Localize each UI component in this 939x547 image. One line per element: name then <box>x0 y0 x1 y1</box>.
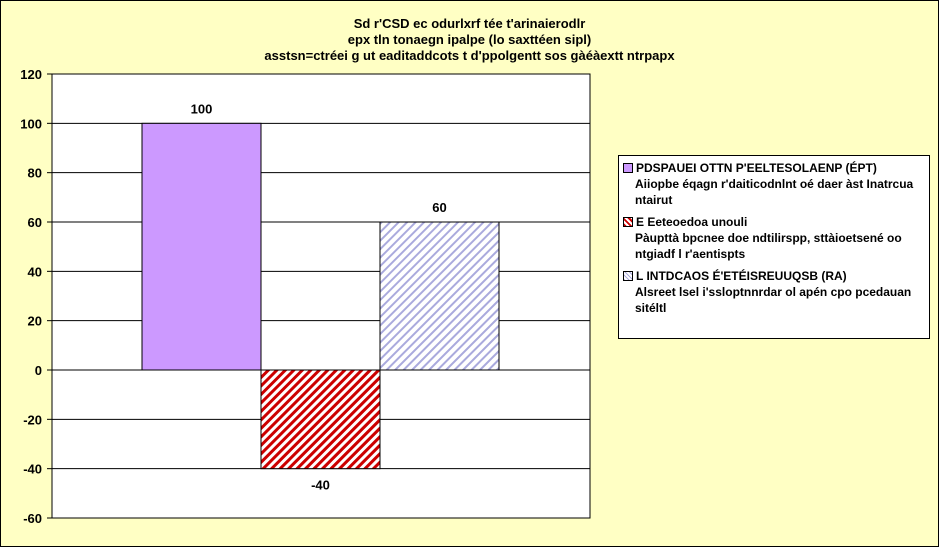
y-tick-label: 120 <box>20 67 42 82</box>
y-tick-label: 100 <box>20 116 42 131</box>
bar-3 <box>379 221 500 371</box>
data-label-1: 100 <box>191 101 213 116</box>
legend-item-1: PDSPAUEI OTTN P'EELTESOLAENP (ÉPT) Aiiop… <box>623 160 925 208</box>
y-tick-label: 60 <box>28 215 42 230</box>
y-tick-label: 40 <box>28 264 42 279</box>
bar-2 <box>260 369 381 470</box>
data-label-2: -40 <box>311 478 330 493</box>
legend-label-3: L INTDCAOS É'ETÉISREUUQSB (RA) <box>636 269 847 283</box>
title-line-2: epx tln tonaegn ipalpe (lo saxttéen sipl… <box>347 32 592 47</box>
legend: PDSPAUEI OTTN P'EELTESOLAENP (ÉPT) Aiiop… <box>618 155 930 339</box>
legend-label-2: E Eeteoedoa unouli <box>636 215 748 229</box>
legend-swatch-3 <box>623 271 633 281</box>
legend-item-3: L INTDCAOS É'ETÉISREUUQSB (RA) Alsreet l… <box>623 268 925 316</box>
bars <box>141 122 500 470</box>
y-tick-label: 0 <box>35 363 42 378</box>
bar-1 <box>141 122 262 371</box>
title-line-1: Sd r'CSD ec odurlxrf tée t'arinaierodlr <box>353 16 586 31</box>
y-tick-label: 80 <box>28 166 42 181</box>
y-tick-label: 20 <box>28 314 42 329</box>
y-tick-label: -20 <box>23 412 42 427</box>
chart-title: Sd r'CSD ec odurlxrf tée t'arinaierodlr … <box>0 16 939 64</box>
legend-label-1: PDSPAUEI OTTN P'EELTESOLAENP (ÉPT) <box>636 161 877 175</box>
legend-desc-2: Pàupttà bpcnee doe ndtilirspp, sttàioets… <box>635 231 902 261</box>
y-axis: -60 -40 -20 0 20 40 60 80 100 120 <box>20 67 52 526</box>
legend-swatch-1 <box>623 163 633 173</box>
legend-desc-1: Aiiopbe éqagn r'daiticodnlnt oé daer àst… <box>635 177 914 207</box>
title-line-3: asstsn=ctréei g ut eaditaddcots t d'ppol… <box>264 48 675 63</box>
data-label-3: 60 <box>432 200 446 215</box>
legend-item-2: E Eeteoedoa unouli Pàupttà bpcnee doe nd… <box>623 214 925 262</box>
data-labels: 100 -40 60 <box>52 101 590 493</box>
legend-desc-3: Alsreet lsel i'ssloptnnrdar ol apén cpo … <box>635 285 912 315</box>
legend-swatch-2 <box>623 217 633 227</box>
y-tick-label: -60 <box>23 511 42 526</box>
y-tick-label: -40 <box>23 462 42 477</box>
